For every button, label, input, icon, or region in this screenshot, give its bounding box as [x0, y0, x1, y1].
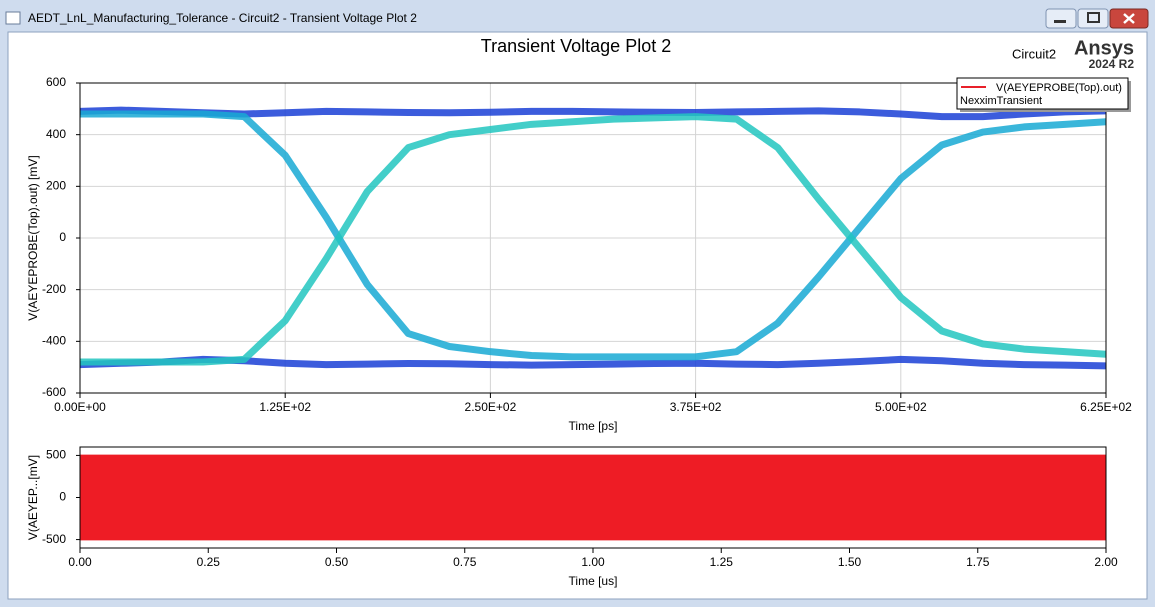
x-tick-label: 6.25E+02 — [1080, 400, 1132, 414]
minimize-icon — [1054, 20, 1066, 23]
waveform-band — [80, 454, 1106, 541]
x-tick-label: 0.75 — [453, 555, 477, 569]
x-tick-label: 0.25 — [197, 555, 221, 569]
y-tick-label: 500 — [46, 448, 66, 462]
eye-trace — [80, 110, 1107, 361]
x-tick-label: 0.00 — [68, 555, 92, 569]
y-tick-label: 600 — [46, 75, 66, 89]
y-tick-label: -600 — [42, 385, 66, 399]
plots: -600 -400 -200 0 200 400 600 0.00E+00 1.25E+02 2.… — [26, 75, 1132, 588]
x-tick-label: 1.25E+02 — [259, 400, 311, 414]
x-tick-label: 0.50 — [325, 555, 349, 569]
y-axis-label: V(AEYEP...[mV] — [26, 455, 40, 540]
maximize-icon — [1087, 12, 1100, 23]
y-tick-label: -400 — [42, 334, 66, 348]
minimize-button[interactable] — [1045, 8, 1077, 29]
x-tick-label: 5.00E+02 — [875, 400, 927, 414]
app-icon — [5, 11, 21, 25]
y-tick-label: -200 — [42, 282, 66, 296]
close-icon — [1123, 13, 1135, 24]
x-axis-label: Time [us] — [569, 574, 618, 588]
brand: Ansys — [1074, 37, 1134, 59]
x-tick-label: 1.50 — [838, 555, 862, 569]
legend — [956, 77, 1129, 110]
x-tick-label: 3.75E+02 — [670, 400, 722, 414]
version: 2024 R2 — [1089, 57, 1135, 71]
x-tick-label: 1.75 — [966, 555, 990, 569]
legend-setup: NexximTransient — [960, 95, 1042, 107]
eye-trace — [79, 355, 1107, 370]
y-tick-label: 200 — [46, 179, 66, 193]
x-tick-label: 0.00E+00 — [54, 400, 106, 414]
eye-trace — [80, 113, 1107, 366]
x-axis-label: Time [ps] — [569, 419, 618, 433]
y-tick-label: 0 — [59, 230, 66, 244]
plot-title: Transient Voltage Plot 2 — [481, 36, 671, 56]
design-name: Circuit2 — [1012, 46, 1056, 61]
window-title: AEDT_LnL_Manufacturing_Tolerance - Circu… — [28, 11, 417, 25]
x-tick-label: 2.50E+02 — [465, 400, 517, 414]
plot-border — [79, 446, 1107, 549]
maximize-button[interactable] — [1077, 8, 1109, 29]
y-tick-label: 400 — [46, 127, 66, 141]
plot-border — [79, 82, 1107, 394]
legend-series: V(AEYEPROBE(Top).out) — [996, 82, 1122, 94]
eye-trace — [79, 106, 1107, 121]
y-axis-label: V(AEYEPROBE(Top).out) [mV] — [26, 155, 40, 320]
x-tick-label: 1.25 — [710, 555, 734, 569]
x-tick-label: 2.00 — [1094, 555, 1118, 569]
y-tick-label: -500 — [42, 532, 66, 546]
y-tick-label: 0 — [59, 490, 66, 504]
x-tick-label: 1.00 — [581, 555, 605, 569]
